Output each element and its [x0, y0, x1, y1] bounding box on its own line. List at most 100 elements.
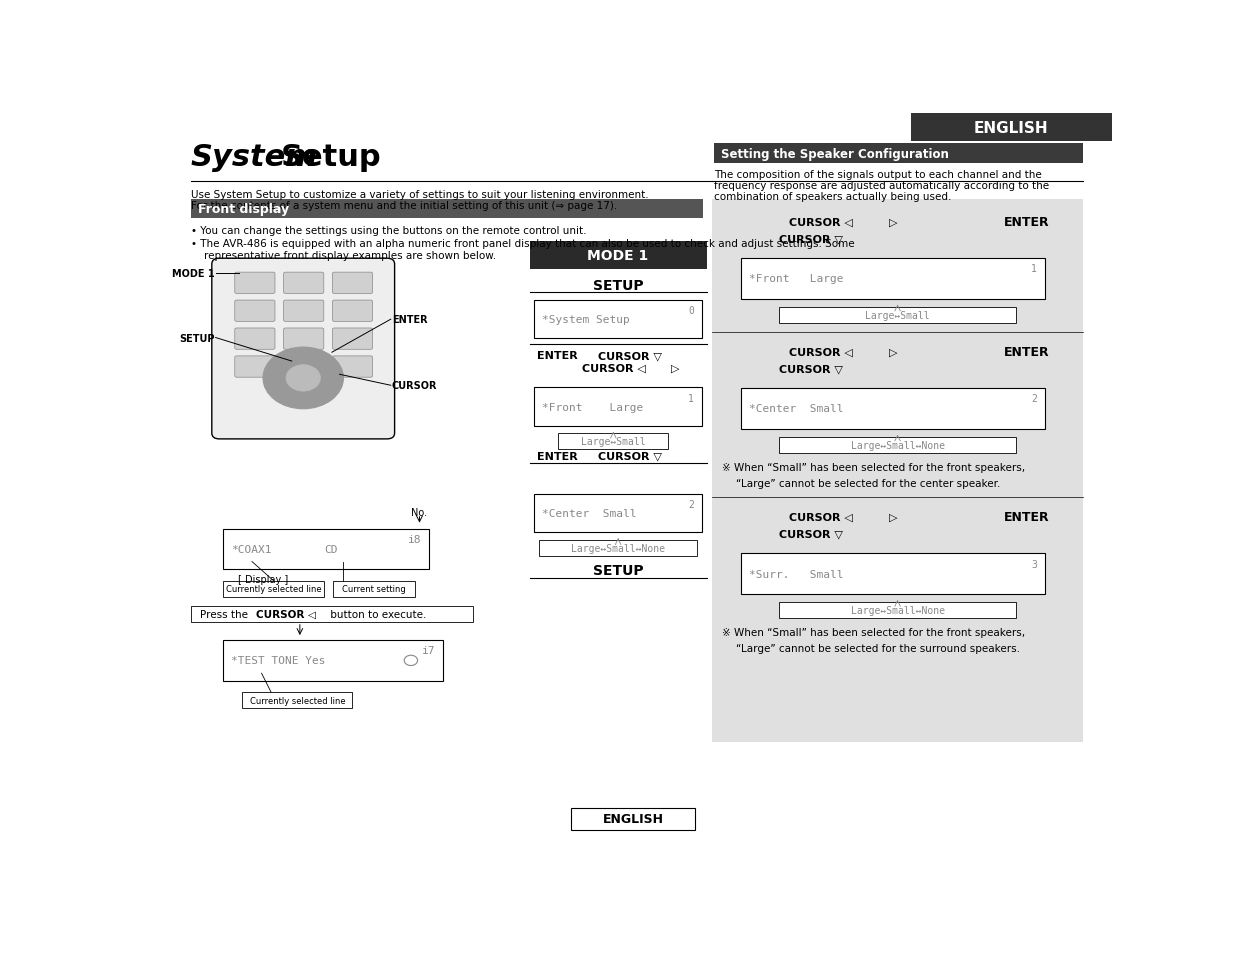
Text: Setup: Setup — [280, 143, 382, 172]
FancyBboxPatch shape — [535, 388, 701, 426]
Text: 1: 1 — [688, 394, 694, 403]
Text: Large↔Small↔None: Large↔Small↔None — [851, 605, 945, 616]
FancyBboxPatch shape — [333, 581, 415, 598]
Text: 3: 3 — [1031, 559, 1037, 569]
Text: ▷: ▷ — [889, 347, 898, 357]
Text: CURSOR ▽: CURSOR ▽ — [779, 529, 844, 539]
Text: CURSOR ▽: CURSOR ▽ — [779, 364, 844, 374]
FancyBboxPatch shape — [242, 693, 352, 709]
FancyBboxPatch shape — [224, 581, 324, 598]
Text: CURSOR ▽: CURSOR ▽ — [599, 351, 662, 361]
Text: ENTER: ENTER — [1004, 346, 1050, 358]
Text: i8: i8 — [408, 534, 421, 544]
FancyBboxPatch shape — [235, 301, 275, 322]
Text: button to execute.: button to execute. — [326, 609, 426, 619]
FancyBboxPatch shape — [284, 273, 324, 294]
Text: No.: No. — [411, 507, 427, 517]
Text: ▷: ▷ — [672, 363, 679, 374]
FancyBboxPatch shape — [540, 540, 697, 557]
FancyBboxPatch shape — [332, 329, 373, 350]
Text: *Front    Large: *Front Large — [542, 402, 643, 412]
Text: ENGLISH: ENGLISH — [973, 120, 1049, 135]
Text: [ Display ]: [ Display ] — [237, 575, 288, 584]
FancyBboxPatch shape — [235, 273, 275, 294]
Text: CURSOR ▽: CURSOR ▽ — [779, 234, 844, 244]
Text: *TEST TONE Yes: *TEST TONE Yes — [231, 656, 326, 666]
Text: • You can change the settings using the buttons on the remote control unit.: • You can change the settings using the … — [190, 226, 587, 236]
Text: Large↔Small: Large↔Small — [580, 436, 646, 447]
FancyBboxPatch shape — [284, 356, 324, 377]
Text: Large↔Small: Large↔Small — [866, 311, 930, 320]
FancyBboxPatch shape — [284, 301, 324, 322]
FancyBboxPatch shape — [332, 301, 373, 322]
Text: SETUP: SETUP — [179, 334, 215, 343]
Text: Currently selected line: Currently selected line — [249, 697, 346, 705]
Text: MODE 1: MODE 1 — [172, 269, 215, 278]
Text: *System Setup: *System Setup — [542, 314, 630, 325]
FancyBboxPatch shape — [224, 529, 429, 569]
Text: Large↔Small↔None: Large↔Small↔None — [851, 440, 945, 451]
Text: 2: 2 — [688, 499, 694, 510]
Text: Press the: Press the — [200, 609, 252, 619]
Text: ENTER: ENTER — [537, 351, 578, 361]
Text: “Large” cannot be selected for the center speaker.: “Large” cannot be selected for the cente… — [736, 478, 1000, 488]
Text: CURSOR ◁: CURSOR ◁ — [256, 609, 316, 619]
Text: ENTER: ENTER — [391, 314, 427, 325]
FancyBboxPatch shape — [235, 329, 275, 350]
Text: CD: CD — [324, 544, 337, 554]
Circle shape — [263, 348, 343, 410]
Text: ENTER: ENTER — [1004, 511, 1050, 524]
FancyBboxPatch shape — [571, 808, 695, 830]
Text: CURSOR ◁: CURSOR ◁ — [789, 347, 853, 357]
FancyBboxPatch shape — [190, 606, 473, 622]
Text: 1: 1 — [1031, 264, 1037, 274]
Text: ※ When “Small” has been selected for the front speakers,: ※ When “Small” has been selected for the… — [722, 627, 1025, 638]
FancyBboxPatch shape — [530, 242, 706, 270]
Text: *Surr.   Small: *Surr. Small — [748, 569, 844, 579]
FancyBboxPatch shape — [779, 437, 1015, 454]
Text: CURSOR ◁: CURSOR ◁ — [582, 363, 646, 374]
Text: ENTER: ENTER — [1004, 215, 1050, 229]
Text: ENGLISH: ENGLISH — [603, 812, 663, 825]
FancyBboxPatch shape — [779, 308, 1015, 323]
Text: ENTER: ENTER — [537, 452, 578, 461]
FancyBboxPatch shape — [535, 495, 701, 533]
Text: 0: 0 — [688, 306, 694, 315]
FancyBboxPatch shape — [713, 200, 1083, 741]
Text: *Front   Large: *Front Large — [748, 274, 844, 284]
FancyBboxPatch shape — [910, 114, 1112, 141]
FancyBboxPatch shape — [714, 144, 1083, 164]
Text: SETUP: SETUP — [593, 564, 643, 578]
Text: i7: i7 — [422, 645, 436, 656]
Text: *Center  Small: *Center Small — [748, 404, 844, 414]
Text: Current setting: Current setting — [342, 584, 406, 594]
Text: System: System — [190, 143, 317, 172]
Text: MODE 1: MODE 1 — [588, 249, 648, 263]
FancyBboxPatch shape — [190, 200, 703, 218]
Circle shape — [287, 365, 320, 392]
Text: SETUP: SETUP — [593, 278, 643, 293]
Text: CURSOR ▽: CURSOR ▽ — [599, 452, 662, 461]
FancyBboxPatch shape — [212, 259, 395, 439]
FancyBboxPatch shape — [332, 356, 373, 377]
FancyBboxPatch shape — [779, 602, 1015, 618]
Text: ※ When “Small” has been selected for the front speakers,: ※ When “Small” has been selected for the… — [722, 462, 1025, 472]
FancyBboxPatch shape — [741, 389, 1045, 429]
Text: For the contents of a system menu and the initial setting of this unit (⇒ page 1: For the contents of a system menu and th… — [190, 201, 618, 211]
Text: Front display: Front display — [199, 203, 289, 216]
Text: ▷: ▷ — [889, 217, 898, 227]
Text: Use System Setup to customize a variety of settings to suit your listening envir: Use System Setup to customize a variety … — [190, 190, 648, 200]
FancyBboxPatch shape — [741, 259, 1045, 299]
Text: CURSOR: CURSOR — [391, 381, 437, 391]
FancyBboxPatch shape — [224, 640, 443, 680]
FancyBboxPatch shape — [558, 434, 668, 450]
FancyBboxPatch shape — [535, 301, 701, 339]
Text: “Large” cannot be selected for the surround speakers.: “Large” cannot be selected for the surro… — [736, 643, 1020, 654]
Text: combination of speakers actually being used.: combination of speakers actually being u… — [714, 193, 952, 202]
Text: • The AVR-486 is equipped with an alpha numeric front panel display that can als: • The AVR-486 is equipped with an alpha … — [190, 239, 855, 249]
Text: CURSOR ◁: CURSOR ◁ — [789, 217, 853, 227]
Text: *COAX1: *COAX1 — [231, 544, 272, 554]
FancyBboxPatch shape — [741, 554, 1045, 595]
Text: ▷: ▷ — [889, 512, 898, 522]
FancyBboxPatch shape — [235, 356, 275, 377]
